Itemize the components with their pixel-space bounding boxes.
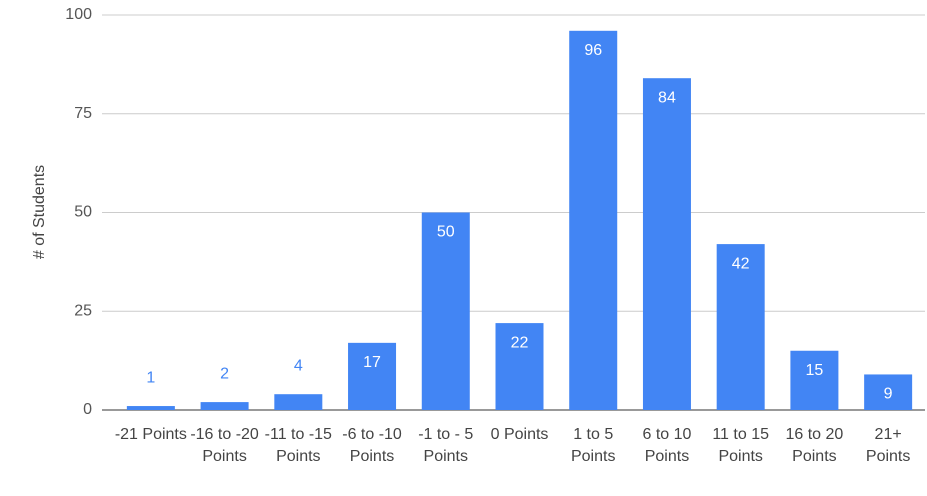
bar xyxy=(569,30,618,411)
x-tick-label: -16 to -20 Points xyxy=(190,426,259,465)
x-tick-label: 11 to 15 Points xyxy=(712,426,769,465)
y-tick-label: 100 xyxy=(65,6,92,23)
x-tick-label: 16 to 20 Points xyxy=(785,426,844,465)
x-tick-label: -21 Points xyxy=(114,426,187,443)
data-label: 17 xyxy=(363,354,381,371)
bar xyxy=(274,394,323,410)
data-label: 42 xyxy=(732,255,750,272)
y-tick-label: 0 xyxy=(83,401,92,418)
data-label: 96 xyxy=(584,42,602,59)
data-label: 84 xyxy=(658,89,676,106)
x-tick-label: 6 to 10 Points xyxy=(642,426,692,465)
x-tick-label: 21+ Points xyxy=(865,426,911,465)
bar xyxy=(348,342,397,410)
x-tick-label: -1 to - 5 Points xyxy=(418,426,474,465)
bar xyxy=(790,350,839,410)
data-label: 2 xyxy=(220,365,229,382)
y-tick-label: 75 xyxy=(74,105,92,122)
y-tick-label: 50 xyxy=(74,204,92,221)
bar xyxy=(642,78,691,410)
bar xyxy=(421,212,470,410)
x-tick-label: -6 to -10 Points xyxy=(342,426,402,465)
bar xyxy=(495,323,544,410)
y-tick-label: 25 xyxy=(74,302,92,319)
bar xyxy=(864,374,913,410)
y-axis-label: # of Students xyxy=(31,165,48,259)
bar xyxy=(716,244,765,410)
data-label: 50 xyxy=(437,224,455,241)
data-label: 1 xyxy=(146,369,155,386)
bar xyxy=(126,406,175,410)
x-tick-label: 0 Points xyxy=(490,426,549,443)
bar xyxy=(200,402,249,410)
x-tick-label: 1 to 5 Points xyxy=(570,426,616,465)
x-tick-label: -11 to -15 Points xyxy=(264,426,332,465)
data-label: 4 xyxy=(294,357,303,374)
data-label: 15 xyxy=(806,362,824,379)
data-label: 9 xyxy=(884,386,893,403)
data-label: 22 xyxy=(511,334,529,351)
